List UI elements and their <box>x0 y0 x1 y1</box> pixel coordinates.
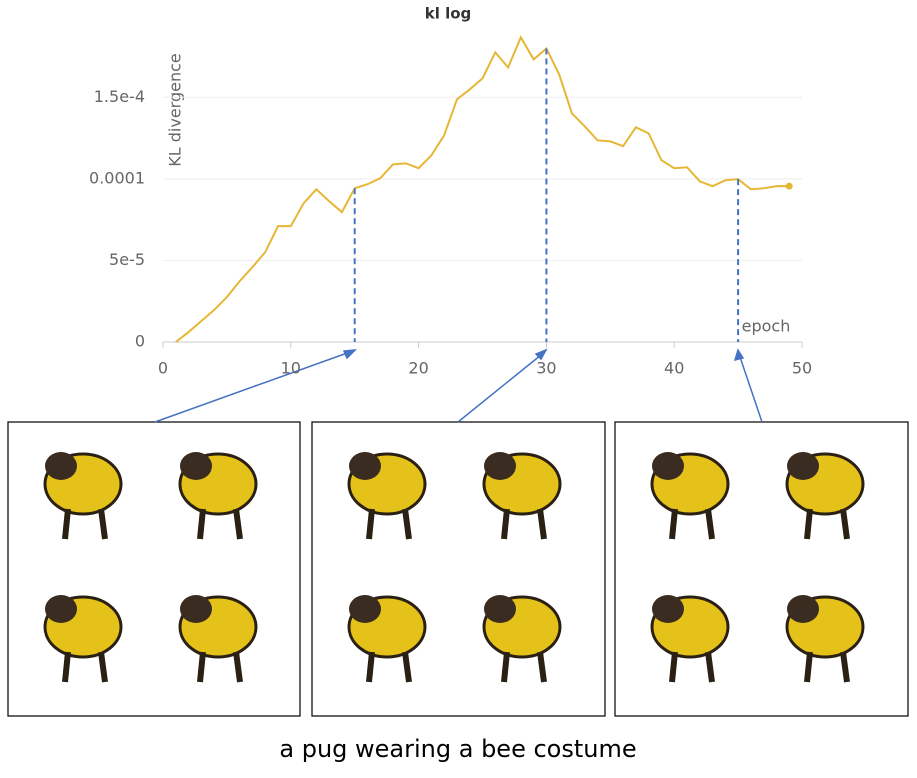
pug-head <box>45 595 77 623</box>
x-tick-label: 40 <box>664 359 684 378</box>
pug-leg <box>402 508 412 540</box>
pug-leg <box>197 508 206 540</box>
pug-head <box>652 452 684 480</box>
arrow-head <box>534 348 548 361</box>
y-tick-label: 1.5e-4 <box>94 87 145 106</box>
pug-leg <box>233 651 243 683</box>
pug-head <box>484 452 516 480</box>
pug-leg <box>402 651 412 683</box>
arrow <box>154 351 351 423</box>
x-tick-label: 50 <box>792 359 812 378</box>
pug-head <box>349 595 381 623</box>
pug-head <box>349 452 381 480</box>
pug-leg <box>366 508 375 540</box>
y-tick-label: 5e-5 <box>109 250 145 269</box>
end-point <box>785 182 793 190</box>
chart-title: kl log <box>425 5 472 23</box>
pug-head <box>787 452 819 480</box>
y-tick-label: 0 <box>135 332 145 351</box>
arrow-head <box>342 349 357 360</box>
x-tick-label: 30 <box>536 359 556 378</box>
pug-leg <box>98 508 108 540</box>
y-axis-label: KL divergence <box>166 53 185 166</box>
pug-head <box>180 595 212 623</box>
x-axis-label: epoch <box>742 317 791 336</box>
x-tick-label: 0 <box>158 359 168 378</box>
pug-head <box>180 452 212 480</box>
pug-leg <box>669 508 678 540</box>
data-line <box>175 35 790 343</box>
pug-leg <box>804 508 813 540</box>
pug-leg <box>501 651 510 683</box>
pug-leg <box>840 508 850 540</box>
pug-leg <box>840 651 850 683</box>
pug-leg <box>62 651 71 683</box>
pug-leg <box>705 508 715 540</box>
pug-leg <box>233 508 243 540</box>
pug-leg <box>366 651 375 683</box>
arrow <box>739 356 763 423</box>
pug-head <box>652 595 684 623</box>
x-tick-label: 20 <box>408 359 428 378</box>
pug-leg <box>537 651 547 683</box>
arrow-head <box>733 348 745 362</box>
pug-leg <box>705 651 715 683</box>
arrow <box>457 354 542 423</box>
pug-leg <box>537 508 547 540</box>
pug-head <box>484 595 516 623</box>
pug-leg <box>804 651 813 683</box>
caption: a pug wearing a bee costume <box>279 735 636 763</box>
y-tick-label: 0.0001 <box>89 168 145 187</box>
pug-leg <box>62 508 71 540</box>
pug-head <box>787 595 819 623</box>
x-tick-label: 10 <box>281 359 301 378</box>
arrows <box>154 348 763 423</box>
pug-leg <box>98 651 108 683</box>
image-panels <box>7 421 909 717</box>
pug-leg <box>669 651 678 683</box>
pug-leg <box>501 508 510 540</box>
pug-leg <box>197 651 206 683</box>
pug-head <box>45 452 77 480</box>
